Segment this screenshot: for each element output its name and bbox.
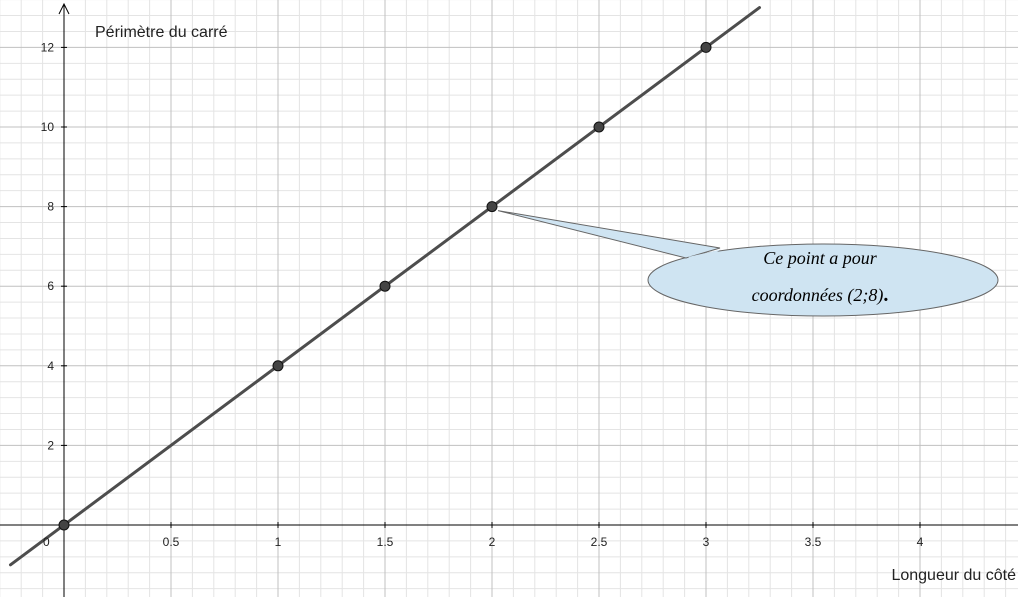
y-axis-label: Périmètre du carré — [95, 24, 228, 41]
x-axis-label: Longueur du côté — [891, 567, 1016, 584]
y-axis-arrow — [58, 2, 70, 15]
y-tick-label: 4 — [47, 359, 54, 373]
x-tick-label: 2.5 — [591, 535, 608, 549]
annotation-text-line-2: coordonnées (2;8). — [752, 284, 889, 306]
annotation-callout — [497, 210, 999, 317]
x-tick-label: 0.5 — [163, 535, 180, 549]
y-tick-label: 10 — [41, 120, 55, 134]
data-point — [593, 121, 605, 133]
y-tick-label: 12 — [41, 40, 55, 54]
x-tick-label: 1.5 — [377, 535, 394, 549]
data-point — [486, 201, 498, 213]
x-tick-labels: 0.5 1 1.5 2 2.5 3 3.5 4 — [163, 522, 924, 549]
x-tick-label: 3.5 — [805, 535, 822, 549]
data-points — [58, 41, 712, 531]
x-tick-label: 3 — [703, 535, 710, 549]
annotation-text-coords: coordonnées (2;8) — [752, 285, 884, 306]
data-point — [58, 519, 70, 531]
data-point — [272, 360, 284, 372]
y-tick-label: 6 — [47, 279, 54, 293]
callout-pointer-join — [688, 249, 721, 262]
annotation-text-period: . — [883, 284, 888, 306]
annotation-text-line-1: Ce point a pour — [763, 248, 877, 268]
data-point — [379, 280, 391, 292]
callout-bubble — [647, 243, 999, 317]
x-tick-label: 1 — [275, 535, 282, 549]
y-tick-label: 2 — [47, 438, 54, 452]
origin-label: 0 — [43, 535, 50, 549]
x-tick-label: 4 — [917, 535, 924, 549]
x-tick-label: 2 — [489, 535, 496, 549]
callout-pointer — [497, 210, 721, 259]
data-point — [700, 41, 712, 53]
y-tick-label: 8 — [47, 200, 54, 214]
y-tick-labels: 2 4 6 8 10 12 — [41, 40, 67, 452]
